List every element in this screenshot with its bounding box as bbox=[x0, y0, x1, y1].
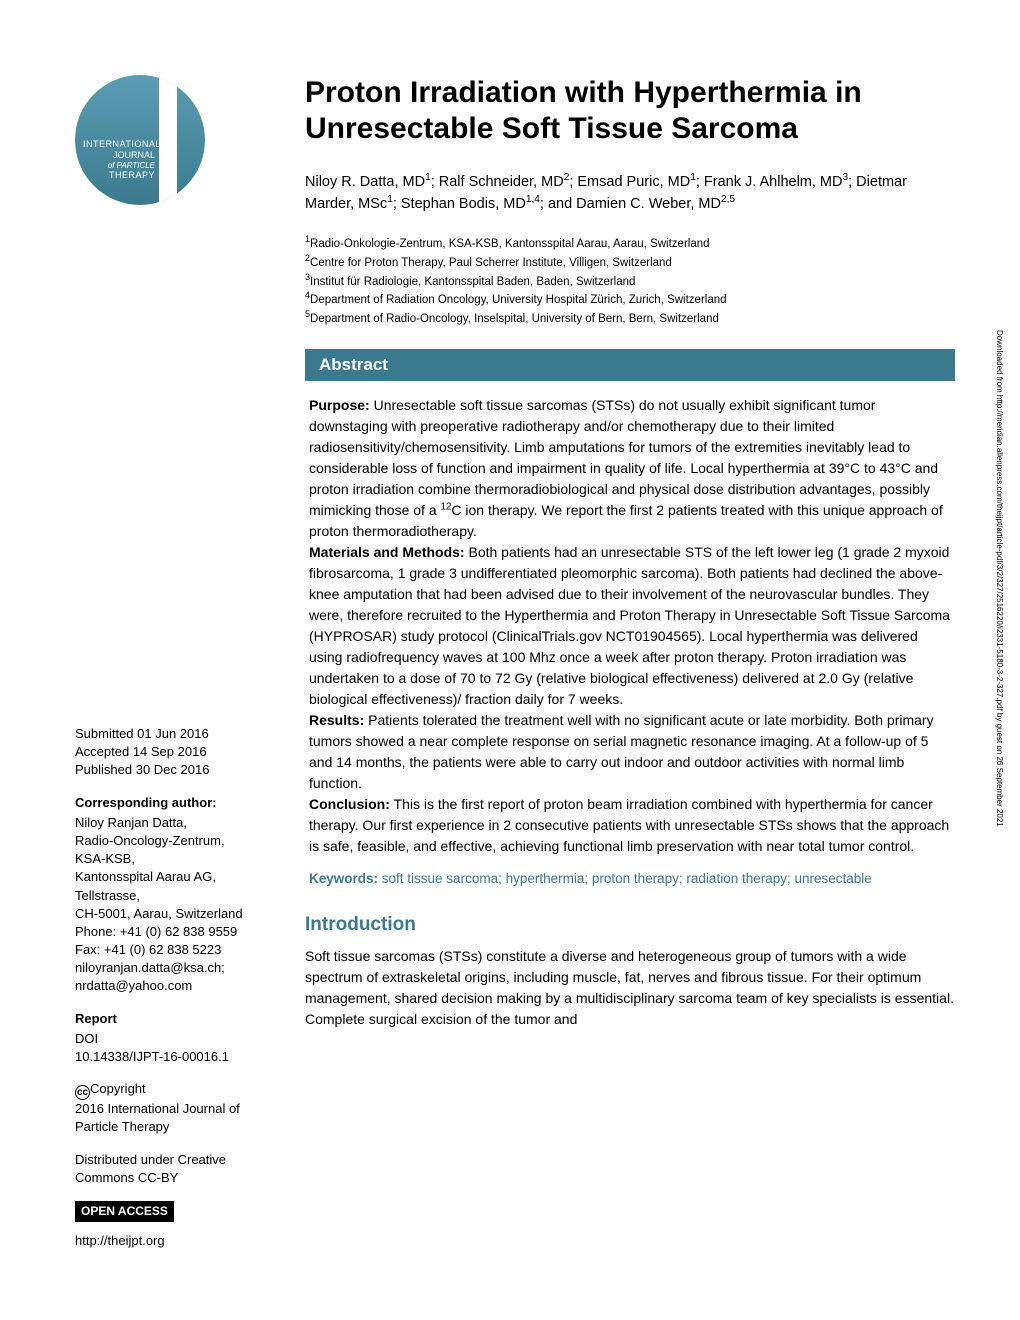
results-label: Results: bbox=[309, 712, 364, 728]
website-link[interactable]: http://theijpt.org bbox=[75, 1232, 275, 1250]
affiliations-list: 1Radio-Onkologie-Zentrum, KSA-KSB, Kanto… bbox=[305, 233, 955, 328]
intro-body: Soft tissue sarcomas (STSs) constitute a… bbox=[305, 946, 955, 1030]
logo-line1: INTERNATIONAL bbox=[83, 139, 155, 150]
conclusion-label: Conclusion: bbox=[309, 796, 390, 812]
corresponding-line: niloyranjan.datta@ksa.ch; bbox=[75, 959, 275, 977]
purpose-text: Unresectable soft tissue sarcomas (STSs)… bbox=[309, 397, 938, 518]
submitted-date: Submitted 01 Jun 2016 bbox=[75, 725, 275, 743]
corresponding-block: Corresponding author: Niloy Ranjan Datta… bbox=[75, 794, 275, 996]
corresponding-line: CH-5001, Aarau, Switzerland bbox=[75, 905, 275, 923]
cc-icon: cc bbox=[75, 1085, 90, 1100]
logo-line4: THERAPY bbox=[83, 170, 155, 181]
purpose-sup: 12 bbox=[441, 502, 452, 513]
distributed-block: Distributed under Creative Commons CC-BY bbox=[75, 1151, 275, 1187]
logo-line2: JOURNAL bbox=[83, 150, 155, 161]
conclusion-text: This is the first report of proton beam … bbox=[309, 796, 949, 854]
report-block: Report DOI 10.14338/IJPT-16-00016.1 bbox=[75, 1010, 275, 1067]
abstract-body: Purpose: Unresectable soft tissue sarcom… bbox=[305, 395, 955, 857]
copyright-line: 2016 International Journal of Particle T… bbox=[75, 1100, 275, 1136]
accepted-date: Accepted 14 Sep 2016 bbox=[75, 743, 275, 761]
intro-heading: Introduction bbox=[305, 914, 955, 936]
corresponding-line: Phone: +41 (0) 62 838 9559 bbox=[75, 923, 275, 941]
dates-block: Submitted 01 Jun 2016 Accepted 14 Sep 20… bbox=[75, 725, 275, 780]
copyright-text: Copyright bbox=[90, 1081, 146, 1096]
corresponding-line: Kantonsspital Aarau AG, bbox=[75, 868, 275, 886]
keywords-label: Keywords: bbox=[309, 871, 378, 886]
corresponding-line: Radio-Oncology-Zentrum, bbox=[75, 832, 275, 850]
published-date: Published 30 Dec 2016 bbox=[75, 761, 275, 779]
doi-value: 10.14338/IJPT-16-00016.1 bbox=[75, 1048, 275, 1066]
corresponding-line: Niloy Ranjan Datta, bbox=[75, 814, 275, 832]
report-heading: Report bbox=[75, 1010, 275, 1028]
journal-logo: INTERNATIONAL JOURNAL of PARTICLE THERAP… bbox=[75, 75, 205, 205]
keywords-block: Keywords: soft tissue sarcoma; hyperther… bbox=[305, 871, 955, 886]
doi-label: DOI bbox=[75, 1030, 275, 1048]
keywords-text: soft tissue sarcoma; hyperthermia; proto… bbox=[378, 871, 872, 886]
download-watermark: Downloaded from http://meridian.allenpre… bbox=[995, 330, 1004, 1110]
corresponding-line: Fax: +41 (0) 62 838 5223 bbox=[75, 941, 275, 959]
article-title: Proton Irradiation with Hyperthermia in … bbox=[305, 75, 955, 147]
corresponding-line: KSA-KSB, bbox=[75, 850, 275, 868]
abstract-heading: Abstract bbox=[305, 349, 955, 381]
methods-label: Materials and Methods: bbox=[309, 544, 465, 560]
copyright-block: ccCopyright 2016 International Journal o… bbox=[75, 1080, 275, 1136]
results-text: Patients tolerated the treatment well wi… bbox=[309, 712, 934, 791]
logo-line3: of PARTICLE bbox=[83, 161, 155, 171]
purpose-label: Purpose: bbox=[309, 397, 370, 413]
corresponding-line: nrdatta@yahoo.com bbox=[75, 977, 275, 995]
methods-text: Both patients had an unresectable STS of… bbox=[309, 544, 950, 707]
corresponding-line: Tellstrasse, bbox=[75, 887, 275, 905]
corresponding-heading: Corresponding author: bbox=[75, 794, 275, 812]
open-access-badge: OPEN ACCESS bbox=[75, 1201, 174, 1222]
authors-list: Niloy R. Datta, MD1; Ralf Schneider, MD2… bbox=[305, 171, 955, 215]
